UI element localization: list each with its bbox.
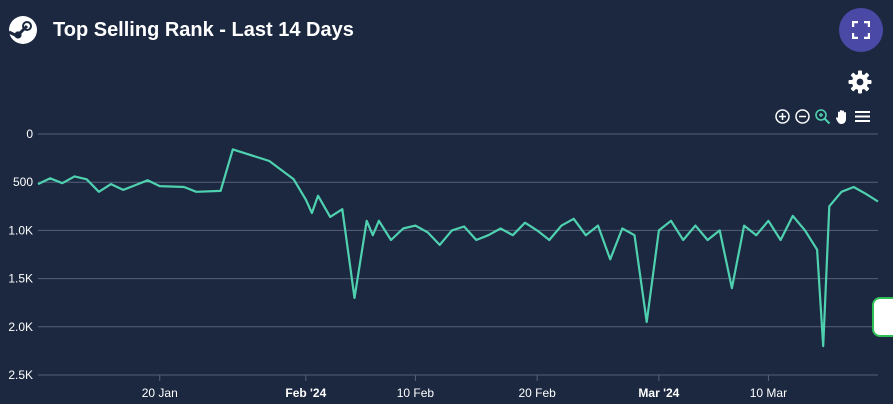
x-tick-label: 20 Feb <box>518 386 556 400</box>
gear-icon[interactable] <box>848 70 872 94</box>
zoom-out-icon[interactable] <box>794 108 811 125</box>
x-tick-label: 20 Jan <box>142 386 178 400</box>
y-tick-label: 0 <box>26 127 33 141</box>
x-tick-label: Mar '24 <box>638 386 679 400</box>
rank-line-chart: 0 500 1.0K 1.5K 2.0K 2.5K 20 Jan Feb '24 10 Feb 2… <box>8 127 879 400</box>
y-tick-label: 2.5K <box>8 368 33 382</box>
zoom-in-icon[interactable] <box>774 108 791 125</box>
side-tab[interactable] <box>872 297 893 337</box>
chart-header: Top Selling Rank - Last 14 Days <box>0 0 893 62</box>
y-tick-label: 2.0K <box>8 320 33 334</box>
x-tick-label: 10 Feb <box>397 386 435 400</box>
series-line <box>37 148 879 348</box>
chart-title: Top Selling Rank - Last 14 Days <box>53 19 354 41</box>
fullscreen-button[interactable] <box>839 8 883 52</box>
y-tick-label: 1.0K <box>8 223 33 237</box>
x-tick-label: Feb '24 <box>285 386 326 400</box>
chart-toolbar <box>774 106 871 126</box>
fullscreen-icon <box>852 21 870 39</box>
y-tick-label: 500 <box>13 175 33 189</box>
y-tick-label: 1.5K <box>8 272 33 286</box>
menu-icon[interactable] <box>854 108 871 125</box>
selection-zoom-icon[interactable] <box>814 108 831 125</box>
pan-hand-icon[interactable] <box>834 108 851 125</box>
steam-logo-icon <box>8 16 37 44</box>
x-tick-label: 10 Mar <box>750 386 787 400</box>
